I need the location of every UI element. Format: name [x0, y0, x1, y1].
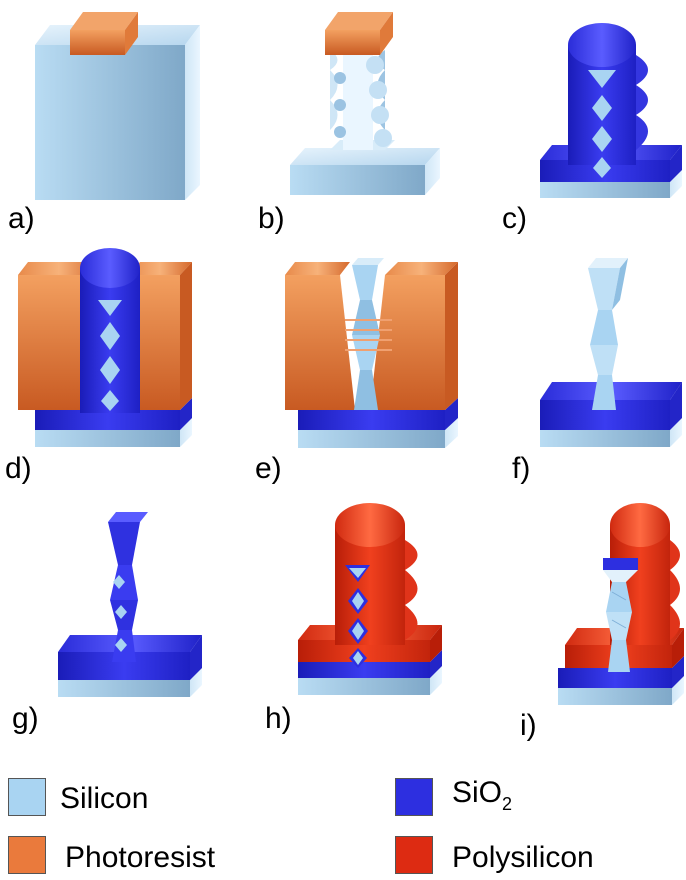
- silicon-base: [35, 418, 192, 447]
- silicon-base: [298, 418, 458, 448]
- panel-label-i: i): [520, 709, 537, 742]
- panel-label-e: e): [255, 452, 282, 485]
- photoresist-fill: [285, 262, 458, 410]
- panel-h: [298, 503, 442, 695]
- legend-label-silicon: Silicon: [60, 782, 149, 815]
- silicon-core-diamonds: [588, 70, 616, 178]
- silicon-base: [298, 666, 442, 695]
- legend-swatch-silicon: [8, 778, 46, 816]
- silicon-base: [558, 676, 684, 705]
- exposed-silicon-core: [345, 258, 392, 410]
- oxide-pillar: [80, 248, 140, 413]
- legend-label-polysilicon: Polysilicon: [452, 841, 594, 874]
- panel-label-h: h): [265, 702, 292, 735]
- polysilicon-pillar: [335, 503, 418, 645]
- panel-f: [540, 258, 682, 447]
- legend-swatch-photoresist: [8, 836, 46, 874]
- silicon-pillar-scalloped: [330, 45, 395, 150]
- oxide-layer: [558, 656, 684, 688]
- silicon-base: [290, 148, 440, 195]
- oxide-layer: [298, 650, 442, 678]
- oxidized-nanowire: [108, 512, 148, 662]
- legend-label-photoresist: Photoresist: [65, 841, 216, 874]
- photoresist-mask: [325, 12, 393, 55]
- panel-label-g: g): [12, 702, 39, 735]
- silicon-base: [58, 668, 202, 697]
- photoresist-fill: [18, 262, 192, 410]
- silicon-nanowire: [588, 258, 628, 410]
- panel-c: [540, 23, 682, 198]
- silicon-base: [540, 418, 682, 447]
- panel-i: [558, 503, 684, 705]
- panel-label-c: c): [502, 202, 527, 235]
- legend-swatch-sio2: [395, 778, 433, 816]
- silicon-base: [540, 170, 682, 198]
- silicon-core-diamonds: [98, 300, 122, 411]
- legend-label-sio2: SiO2: [452, 776, 512, 814]
- panel-a: [35, 12, 200, 200]
- oxide-layer: [298, 398, 458, 430]
- panel-b: [290, 12, 440, 195]
- panel-g: [58, 512, 202, 697]
- panel-d: [18, 248, 192, 447]
- legend-label-sio2-subscript: 2: [502, 794, 513, 814]
- legend-swatch-polysilicon: [395, 836, 433, 874]
- panel-label-a: a): [8, 202, 35, 235]
- panel-label-b: b): [258, 202, 285, 235]
- photoresist-mask: [70, 12, 138, 55]
- oxide-wire-in-gate: [345, 565, 370, 668]
- panel-label-d: d): [5, 452, 32, 485]
- panel-e: [285, 258, 458, 448]
- legend-label-sio2-text: SiO: [452, 776, 503, 809]
- oxide-layer: [35, 398, 192, 430]
- panel-label-f: f): [512, 452, 530, 485]
- cut-nanowire: [603, 558, 638, 672]
